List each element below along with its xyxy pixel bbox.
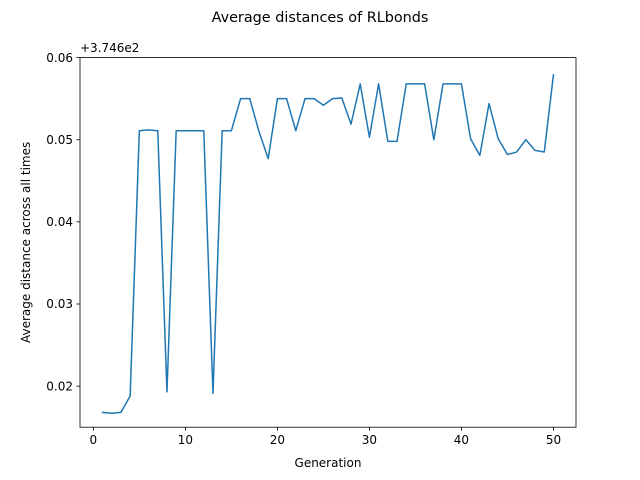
chart-title: Average distances of RLbonds — [212, 10, 429, 26]
y-tick-label: 0.03 — [46, 297, 73, 311]
y-axis-ticks: 0.02 0.03 0.04 0.05 0.06 — [46, 51, 80, 393]
x-axis-ticks: 0 10 20 30 40 50 — [90, 427, 561, 447]
x-tick-label: 10 — [178, 433, 193, 447]
x-axis-label: Generation — [295, 456, 362, 470]
y-tick-label: 0.04 — [46, 215, 73, 229]
x-tick-label: 40 — [454, 433, 469, 447]
x-tick-label: 50 — [546, 433, 561, 447]
y-tick-label: 0.06 — [46, 51, 73, 65]
y-tick-label: 0.05 — [46, 133, 73, 147]
series-line — [101, 74, 555, 414]
x-tick-label: 0 — [90, 433, 98, 447]
plot-frame — [79, 57, 577, 428]
y-offset-text: +3.746e2 — [80, 41, 139, 55]
x-tick-label: 20 — [270, 433, 285, 447]
x-tick-label: 30 — [362, 433, 377, 447]
y-tick-label: 0.02 — [46, 379, 73, 393]
y-axis-label: Average distance across all times — [19, 142, 33, 343]
